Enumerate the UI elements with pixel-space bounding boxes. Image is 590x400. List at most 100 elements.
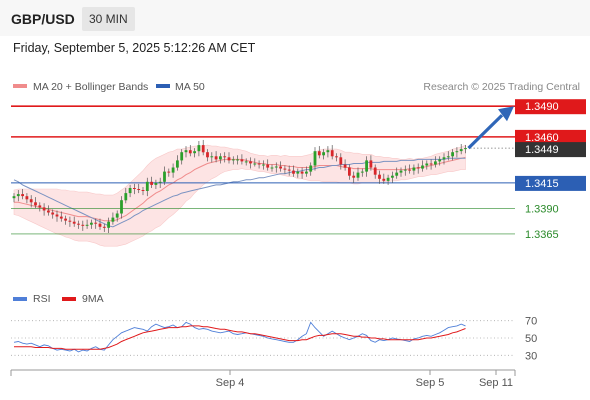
arrow-head: [498, 106, 514, 122]
arrow-shaft: [467, 114, 504, 150]
candle-body: [236, 159, 239, 161]
resistance-badge-1.3460-bg: [515, 129, 586, 145]
candle-body: [274, 166, 278, 168]
candle-body: [184, 150, 188, 153]
rsi-ma-line: [14, 325, 466, 350]
candle-body: [107, 221, 110, 228]
candle-body: [322, 152, 325, 156]
title-bar: GBP/USD 30 MIN: [0, 0, 590, 36]
candle-body: [382, 178, 386, 181]
candle-body: [115, 213, 119, 218]
candle-body: [219, 156, 222, 160]
candle-body: [391, 175, 394, 178]
candle-body: [412, 167, 416, 171]
ma50-legend-swatch: [156, 84, 170, 88]
candle-body: [150, 181, 153, 185]
candle-body: [141, 190, 145, 191]
candle-body: [446, 156, 450, 158]
candle-body: [210, 156, 214, 158]
candle-body: [386, 177, 390, 181]
candle-body: [335, 156, 338, 158]
resistance-badge-1.3490-bg: [515, 99, 586, 115]
candle-body: [188, 150, 192, 154]
candle-body: [339, 157, 343, 165]
ma50-legend-label: MA 50: [175, 81, 205, 93]
candle-body: [244, 161, 248, 163]
current-price-badge-bg: [515, 142, 586, 158]
candle-body: [29, 199, 33, 203]
chart-datetime: Friday, September 5, 2025 5:12:26 AM CET: [13, 41, 256, 55]
candle-body: [378, 174, 381, 179]
forecast-arrow: [467, 106, 514, 150]
candle-body: [266, 164, 270, 168]
copyright-label: Research © 2025 Trading Central: [423, 81, 580, 93]
candle-body: [399, 170, 403, 173]
rsi-ma-legend-label: 9MA: [82, 293, 104, 305]
candle-body: [90, 222, 93, 225]
candle-body: [287, 169, 291, 171]
candle-body: [206, 152, 209, 158]
candle-body: [343, 164, 347, 168]
candle-body: [51, 212, 55, 215]
instrument-label: GBP/USD: [11, 11, 75, 27]
candle-body: [373, 167, 377, 175]
rsi-legend-swatch: [13, 297, 27, 301]
candle-body: [102, 226, 106, 228]
moving-average-layer: [13, 156, 466, 228]
candle-body: [348, 167, 351, 176]
candle-body: [257, 163, 261, 165]
candle-body: [292, 170, 295, 174]
candle-body: [81, 224, 85, 226]
rsi-panel: 70 50 30: [11, 316, 537, 362]
candle-body: [227, 157, 231, 161]
candle-body: [77, 223, 80, 225]
candle-body: [12, 196, 16, 199]
candle-body: [438, 159, 442, 162]
candle-body: [425, 163, 429, 166]
candle-body: [167, 171, 171, 173]
rsi-line: [13, 321, 466, 353]
ma20-legend-label: MA 20 + Bollinger Bands: [33, 81, 148, 93]
ma50-line: [13, 157, 466, 228]
rsi-legend-label: RSI: [33, 293, 51, 305]
support-label-1.3390: 1.3390: [525, 203, 559, 215]
candle-body: [59, 216, 63, 219]
candle-body: [365, 160, 368, 172]
candle-body: [279, 166, 282, 169]
candle-body: [55, 214, 59, 217]
resistance-badge-1.3460: 1.3460: [525, 132, 559, 144]
candle-body: [262, 164, 265, 166]
candle-body: [403, 169, 407, 171]
candle-body: [317, 151, 321, 156]
x-tick-label-Sep-11: Sep 11: [479, 377, 513, 389]
candle-body: [395, 172, 399, 176]
candle-body: [240, 159, 244, 162]
candle-body: [128, 188, 132, 194]
pivot-badge-1.3415: 1.3415: [525, 178, 559, 190]
support-label-1.3365: 1.3365: [525, 229, 559, 241]
candle-body: [300, 171, 304, 174]
candle-body: [38, 205, 42, 208]
candle-body: [421, 165, 424, 169]
candle-body: [434, 161, 437, 165]
candle-body: [133, 188, 136, 189]
candle-body: [416, 167, 420, 169]
candle-body: [137, 189, 141, 190]
pivot-badge-1.3415-bg: [515, 175, 586, 191]
rsi-ma-legend-swatch: [62, 297, 76, 301]
x-tick-label-Sep-4: Sep 4: [216, 377, 245, 389]
candle-body: [85, 224, 89, 226]
candle-body: [111, 217, 115, 222]
candle-body: [64, 218, 67, 221]
rsi-tick-70: 70: [525, 316, 537, 328]
candle-body: [283, 168, 287, 170]
bollinger-band-layer: [13, 144, 466, 247]
candle-body: [408, 169, 411, 171]
candle-body: [120, 200, 123, 214]
candle-body: [158, 181, 162, 183]
candle-body: [197, 145, 201, 152]
price-levels: [11, 105, 515, 235]
timeframe-selector[interactable]: 30 MIN: [82, 7, 135, 31]
candle-body: [21, 194, 24, 197]
